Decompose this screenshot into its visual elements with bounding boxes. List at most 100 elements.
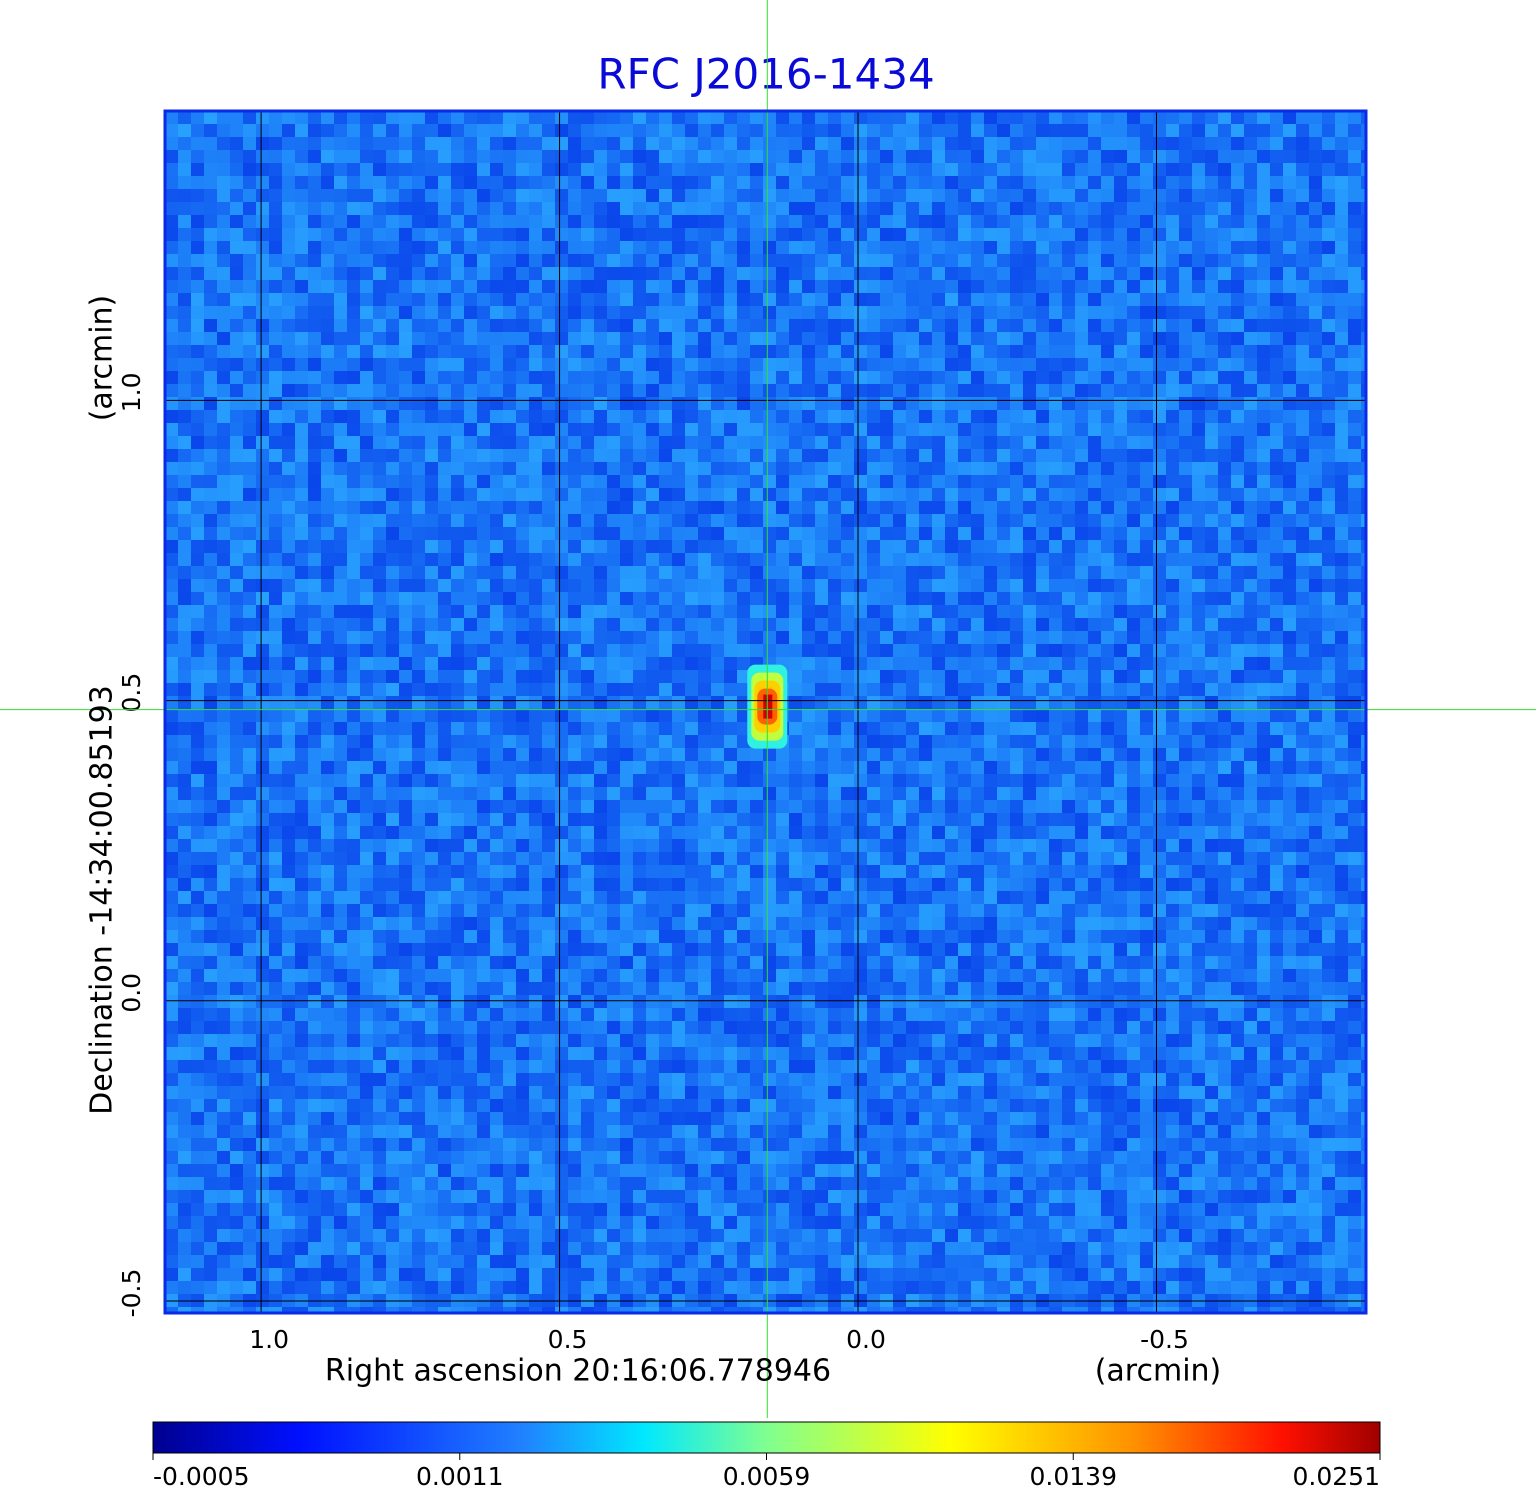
noise-pixel xyxy=(1361,644,1366,657)
noise-pixel xyxy=(1010,241,1023,254)
noise-pixel xyxy=(321,345,334,358)
noise-pixel xyxy=(542,553,555,566)
noise-pixel xyxy=(555,150,568,163)
noise-pixel xyxy=(555,332,568,345)
noise-pixel xyxy=(815,319,828,332)
noise-pixel xyxy=(516,176,529,189)
noise-pixel xyxy=(1296,163,1309,176)
noise-pixel xyxy=(607,345,620,358)
noise-pixel xyxy=(217,592,230,605)
noise-pixel xyxy=(1335,553,1348,566)
noise-pixel xyxy=(1218,332,1231,345)
noise-pixel xyxy=(893,358,906,371)
noise-pixel xyxy=(724,319,737,332)
noise-pixel xyxy=(399,618,412,631)
noise-pixel xyxy=(321,254,334,267)
noise-pixel xyxy=(958,163,971,176)
noise-pixel xyxy=(750,267,763,280)
noise-pixel xyxy=(841,566,854,579)
noise-pixel xyxy=(724,683,737,696)
noise-pixel xyxy=(347,657,360,670)
noise-pixel xyxy=(1114,475,1127,488)
noise-pixel xyxy=(490,566,503,579)
noise-pixel xyxy=(412,163,425,176)
noise-pixel xyxy=(919,618,932,631)
noise-pixel xyxy=(295,241,308,254)
noise-pixel xyxy=(724,111,737,124)
noise-pixel xyxy=(269,345,282,358)
noise-pixel xyxy=(217,371,230,384)
noise-pixel xyxy=(347,306,360,319)
noise-pixel xyxy=(1114,384,1127,397)
noise-pixel xyxy=(412,709,425,722)
noise-pixel xyxy=(776,215,789,228)
noise-pixel xyxy=(1036,787,1049,800)
noise-pixel xyxy=(282,748,295,761)
noise-pixel xyxy=(1127,579,1140,592)
noise-pixel xyxy=(919,592,932,605)
noise-pixel xyxy=(789,241,802,254)
noise-pixel xyxy=(269,475,282,488)
noise-pixel xyxy=(672,488,685,501)
noise-pixel xyxy=(1101,254,1114,267)
noise-pixel xyxy=(867,475,880,488)
noise-pixel xyxy=(295,345,308,358)
noise-pixel xyxy=(841,683,854,696)
noise-pixel xyxy=(776,319,789,332)
noise-pixel xyxy=(919,696,932,709)
noise-pixel xyxy=(854,787,867,800)
noise-pixel xyxy=(880,774,893,787)
noise-pixel xyxy=(711,722,724,735)
noise-pixel xyxy=(1192,189,1205,202)
noise-pixel xyxy=(542,254,555,267)
noise-pixel xyxy=(828,774,841,787)
noise-pixel xyxy=(1205,553,1218,566)
noise-pixel xyxy=(1309,410,1322,423)
noise-pixel xyxy=(828,475,841,488)
noise-pixel xyxy=(776,540,789,553)
noise-pixel xyxy=(555,475,568,488)
noise-pixel xyxy=(360,709,373,722)
noise-pixel xyxy=(1218,683,1231,696)
noise-pixel xyxy=(906,553,919,566)
noise-pixel xyxy=(295,254,308,267)
noise-pixel xyxy=(711,137,724,150)
noise-pixel xyxy=(1179,371,1192,384)
noise-pixel xyxy=(1270,423,1283,436)
noise-pixel xyxy=(490,644,503,657)
noise-pixel xyxy=(594,176,607,189)
noise-pixel xyxy=(1179,254,1192,267)
noise-pixel xyxy=(204,150,217,163)
noise-pixel xyxy=(1023,514,1036,527)
noise-pixel xyxy=(373,670,386,683)
noise-pixel xyxy=(1361,761,1366,774)
noise-pixel xyxy=(503,423,516,436)
noise-pixel xyxy=(542,332,555,345)
noise-pixel xyxy=(1296,683,1309,696)
noise-pixel xyxy=(815,254,828,267)
noise-pixel xyxy=(1361,215,1366,228)
noise-pixel xyxy=(1101,748,1114,761)
noise-pixel xyxy=(243,735,256,748)
noise-pixel xyxy=(1062,280,1075,293)
noise-pixel xyxy=(529,553,542,566)
noise-pixel xyxy=(1244,605,1257,618)
noise-pixel xyxy=(308,475,321,488)
noise-pixel xyxy=(828,371,841,384)
noise-pixel xyxy=(581,722,594,735)
noise-pixel xyxy=(386,358,399,371)
noise-pixel xyxy=(815,774,828,787)
noise-pixel xyxy=(269,228,282,241)
noise-pixel xyxy=(1270,709,1283,722)
noise-pixel xyxy=(1205,293,1218,306)
noise-pixel xyxy=(1231,566,1244,579)
noise-pixel xyxy=(1075,215,1088,228)
noise-pixel xyxy=(1114,657,1127,670)
noise-pixel xyxy=(321,397,334,410)
noise-pixel xyxy=(854,345,867,358)
noise-pixel xyxy=(1075,748,1088,761)
noise-pixel xyxy=(646,241,659,254)
noise-pixel xyxy=(841,449,854,462)
noise-pixel xyxy=(1179,631,1192,644)
noise-pixel xyxy=(906,176,919,189)
